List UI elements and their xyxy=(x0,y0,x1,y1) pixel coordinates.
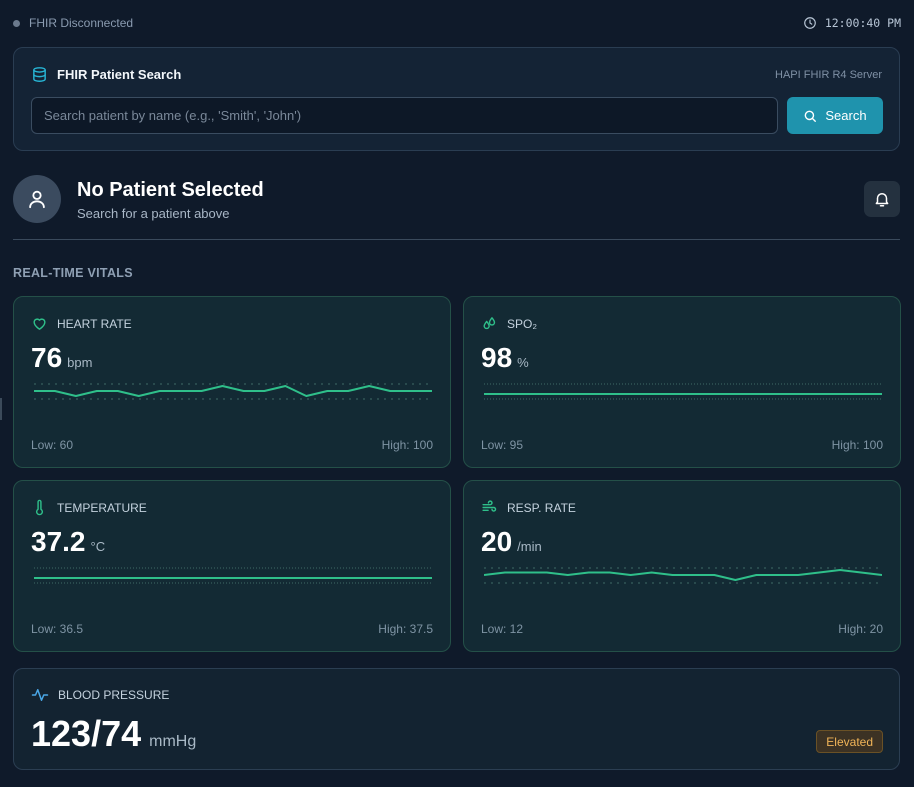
vital-high: High: 37.5 xyxy=(378,622,433,636)
search-input[interactable] xyxy=(31,97,778,134)
patient-subtitle: Search for a patient above xyxy=(77,206,230,221)
connection-dot xyxy=(13,19,20,27)
clock: 12:00:40 PM xyxy=(803,16,901,30)
vital-value: 20 xyxy=(481,526,513,557)
user-icon xyxy=(29,190,45,209)
vital-unit: % xyxy=(517,355,529,370)
vital-trend-chart xyxy=(34,567,432,584)
vital-low: Low: 36.5 xyxy=(31,622,84,636)
vital-trend-chart xyxy=(484,383,882,400)
vital-range: Low: 12 High: 20 xyxy=(481,622,883,636)
vital-range: Low: 95 High: 100 xyxy=(481,438,883,452)
scroll-edge xyxy=(0,398,2,420)
search-icon xyxy=(805,110,817,122)
divider xyxy=(13,239,900,240)
vital-label: BLOOD PRESSURE xyxy=(58,688,170,702)
clock-icon xyxy=(803,17,816,29)
vital-header: RESP. RATE xyxy=(481,499,576,516)
vital-header: BLOOD PRESSURE xyxy=(31,686,169,704)
vital-low: Low: 60 xyxy=(31,438,74,452)
vital-value: 123/74 xyxy=(31,713,142,754)
vital-reading: 98 % xyxy=(481,342,529,374)
avatar xyxy=(13,175,61,223)
vital-unit: °C xyxy=(90,539,106,554)
search-title-text: FHIR Patient Search xyxy=(57,67,182,82)
vital-unit: bpm xyxy=(67,355,93,370)
clock-time: 12:00:40 PM xyxy=(824,16,901,30)
trend-line xyxy=(484,569,882,581)
vital-header: HEART RATE xyxy=(31,315,132,332)
vital-low: Low: 12 xyxy=(481,622,524,636)
vital-label: SPO₂ xyxy=(507,316,537,331)
vital-reading: 123/74 mmHg xyxy=(31,713,196,755)
status-badge: Elevated xyxy=(816,730,883,753)
vital-value: 98 xyxy=(481,342,513,373)
patient-header: No Patient Selected Search for a patient… xyxy=(13,175,900,225)
vital-range: Low: 60 High: 100 xyxy=(31,438,433,452)
vital-card-resp-rate: RESP. RATE 20 /min Low: 12 High: 20 xyxy=(463,480,901,652)
search-button-label: Search xyxy=(825,108,867,123)
thermometer-icon xyxy=(35,499,44,516)
vital-high: High: 20 xyxy=(838,622,883,636)
droplets-icon xyxy=(483,317,496,330)
connection-label: FHIR Disconnected xyxy=(29,16,134,30)
patient-name: No Patient Selected xyxy=(77,179,264,201)
vital-reading: 20 /min xyxy=(481,526,542,558)
search-title: FHIR Patient Search xyxy=(31,66,181,83)
vital-value: 76 xyxy=(31,342,63,373)
vital-header: TEMPERATURE xyxy=(31,499,147,516)
server-label: HAPI FHIR R4 Server xyxy=(775,68,882,81)
search-button[interactable]: Search xyxy=(787,97,883,134)
wind-icon xyxy=(482,500,497,512)
vital-label: RESP. RATE xyxy=(507,500,576,515)
vital-card-spo2: SPO₂ 98 % Low: 95 High: 100 xyxy=(463,296,901,468)
vital-header: SPO₂ xyxy=(481,315,537,332)
vital-trend-chart xyxy=(34,383,432,400)
vital-card-blood-pressure: BLOOD PRESSURE 123/74 mmHg Elevated xyxy=(13,668,900,770)
vital-range: Low: 36.5 High: 37.5 xyxy=(31,622,433,636)
vital-high: High: 100 xyxy=(831,438,883,452)
bell-icon xyxy=(875,193,889,207)
vital-label: TEMPERATURE xyxy=(57,500,147,515)
trend-line xyxy=(34,385,432,397)
vital-card-heart-rate: HEART RATE 76 bpm Low: 60 High: 100 xyxy=(13,296,451,468)
vital-unit: mmHg xyxy=(149,733,197,750)
vital-reading: 37.2 °C xyxy=(31,526,105,558)
vital-label: HEART RATE xyxy=(57,316,132,331)
connection-status: FHIR Disconnected xyxy=(13,16,133,30)
vital-low: Low: 95 xyxy=(481,438,524,452)
status-bar: FHIR Disconnected 12:00:40 PM xyxy=(13,14,901,32)
vital-high: High: 100 xyxy=(381,438,433,452)
vital-reading: 76 bpm xyxy=(31,342,92,374)
search-header: FHIR Patient Search HAPI FHIR R4 Server xyxy=(31,66,882,83)
vital-trend-chart xyxy=(484,567,882,584)
vital-value: 37.2 xyxy=(31,526,86,557)
activity-icon xyxy=(31,689,49,701)
notifications-button[interactable] xyxy=(864,181,900,217)
section-title: REAL-TIME VITALS xyxy=(13,266,133,280)
vital-card-temperature: TEMPERATURE 37.2 °C Low: 36.5 High: 37.5 xyxy=(13,480,451,652)
heart-icon xyxy=(33,318,46,330)
database-icon xyxy=(33,67,46,82)
patient-search-panel: FHIR Patient Search HAPI FHIR R4 Server … xyxy=(13,47,900,151)
vital-unit: /min xyxy=(517,539,542,554)
